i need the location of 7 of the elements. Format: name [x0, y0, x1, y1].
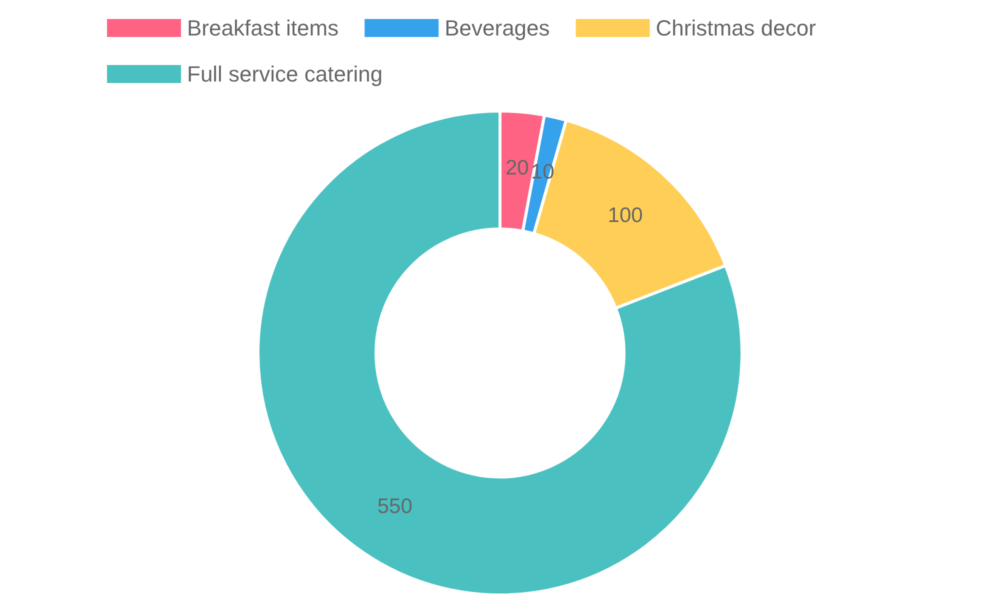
- legend-label: Breakfast items: [187, 16, 339, 40]
- data-label: 550: [377, 494, 412, 518]
- legend-label: Full service catering: [187, 62, 383, 86]
- data-label: 20: [505, 156, 529, 180]
- legend-label: Christmas decor: [656, 16, 816, 40]
- legend-label: Beverages: [444, 16, 550, 40]
- data-label: 100: [608, 204, 643, 228]
